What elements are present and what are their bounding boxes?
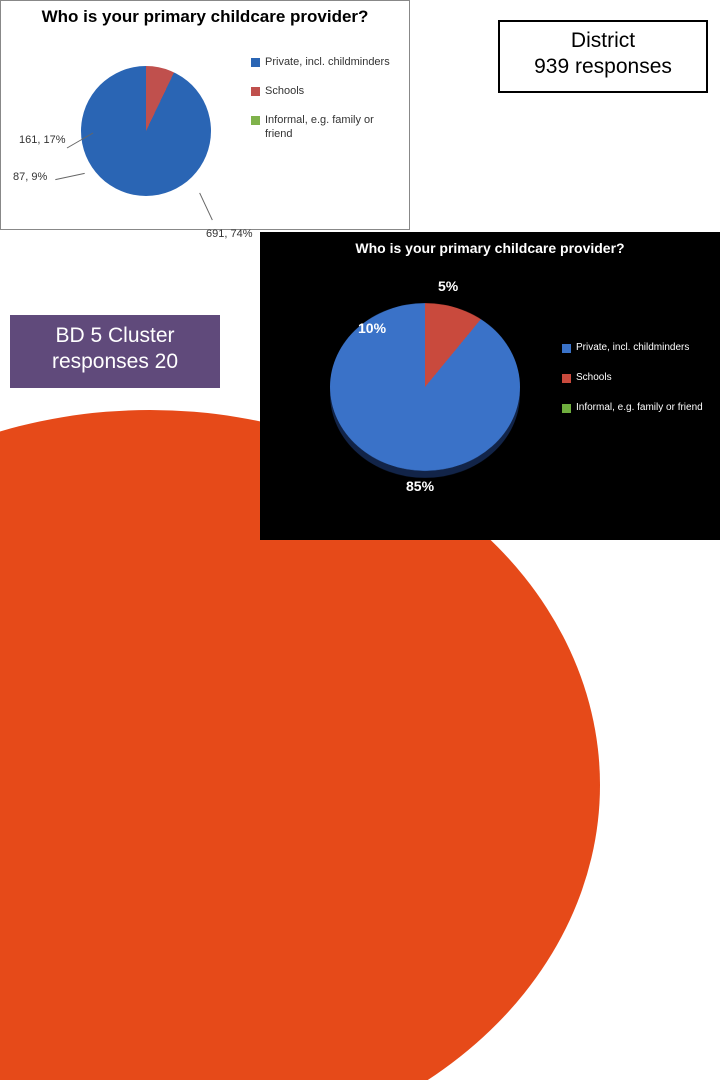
bottom-chart-title: Who is your primary childcare provider? [260,232,720,256]
top-legend-item-0: Private, incl. childminders [251,56,401,69]
district-line1: District [504,28,702,54]
legend-swatch-icon [251,87,260,96]
legend-label: Informal, e.g. family or friend [265,114,401,140]
bottom-data-label-1: 10% [358,320,386,336]
cluster-responses-box: BD 5 Cluster responses 20 [10,315,220,388]
legend-label: Schools [576,372,612,384]
legend-label: Private, incl. childminders [265,56,390,69]
cluster-line2: responses 20 [16,349,214,375]
top-legend: Private, incl. childminders Schools Info… [251,56,401,157]
legend-swatch-icon [251,116,260,125]
top-chart-panel: Who is your primary childcare provider? … [0,0,410,230]
top-chart-title: Who is your primary childcare provider? [1,1,409,27]
legend-label: Private, incl. childminders [576,342,689,354]
top-legend-item-1: Schools [251,85,401,98]
top-pie [81,66,211,196]
bottom-data-label-0: 5% [438,278,458,294]
legend-label: Schools [265,85,304,98]
legend-swatch-icon [562,374,571,383]
district-line2: 939 responses [504,54,702,80]
bottom-legend-item-1: Schools [562,372,712,384]
legend-label: Informal, e.g. family or friend [576,402,703,414]
bottom-legend-item-2: Informal, e.g. family or friend [562,402,712,414]
bottom-legend-item-0: Private, incl. childminders [562,342,712,354]
legend-swatch-icon [562,344,571,353]
top-leader-2 [199,193,213,221]
top-data-label-0: 161, 17% [19,134,65,146]
top-legend-item-2: Informal, e.g. family or friend [251,114,401,140]
top-data-label-2: 691, 74% [206,228,252,240]
top-pie-wrap: 161, 17% 87, 9% 691, 74% [11,56,251,226]
top-data-label-1: 87, 9% [13,171,47,183]
top-leader-1 [55,173,85,180]
bottom-pie-wrap: 5% 10% 85% [290,272,550,512]
legend-swatch-icon [562,404,571,413]
legend-swatch-icon [251,58,260,67]
bottom-legend: Private, incl. childminders Schools Info… [562,342,712,432]
district-responses-box: District 939 responses [498,20,708,93]
bottom-chart-panel: Who is your primary childcare provider? … [260,232,720,540]
cluster-line1: BD 5 Cluster [16,323,214,349]
bottom-data-label-2: 85% [406,478,434,494]
